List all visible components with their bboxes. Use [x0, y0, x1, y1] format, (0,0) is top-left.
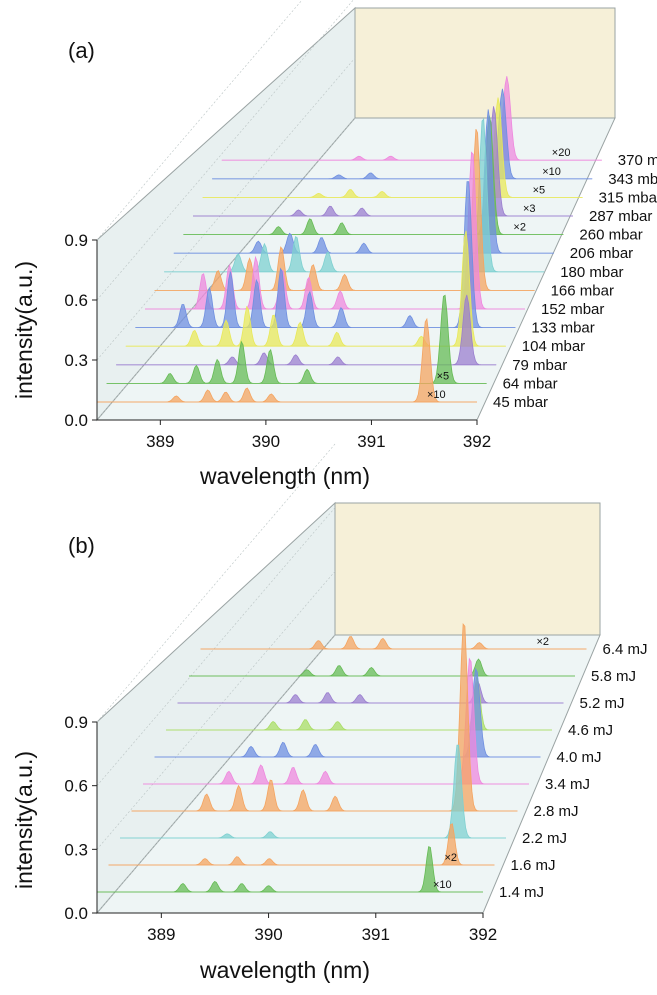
x-tick-label: 390: [254, 925, 282, 944]
row-label: 152 mbar: [541, 301, 604, 318]
x-axis-title: wavelength (nm): [199, 463, 370, 489]
spectrum-row: 79 mbar: [116, 294, 567, 374]
y-axis-title: intensity(a.u.): [11, 261, 37, 399]
row-multiplier: ×3: [523, 203, 536, 215]
row-label: 4.0 mJ: [557, 749, 602, 766]
side-gridline: [96, 507, 336, 786]
row-label: 133 mbar: [531, 320, 594, 337]
row-label: 206 mbar: [570, 245, 633, 262]
row-multiplier: ×5: [533, 184, 546, 196]
y-tick-label: 0.3: [64, 351, 88, 370]
y-tick-label: 0.9: [64, 713, 88, 732]
spectrum-row: 45 mbar ×10: [97, 317, 548, 411]
row-multiplier: ×2: [513, 222, 526, 234]
x-tick-label: 390: [252, 432, 280, 451]
spectrum-row: 287 mbar ×3: [193, 106, 652, 225]
panel-label: (a): [68, 38, 95, 63]
x-tick-label: 392: [469, 925, 497, 944]
x-tick-label: 392: [463, 432, 491, 451]
back-wall: [354, 7, 616, 119]
row-label: 2.8 mJ: [534, 803, 579, 820]
spectrum-row: 5.8 mJ: [189, 658, 636, 685]
row-label: 2.2 mJ: [522, 830, 567, 847]
y-tick-label: 0.6: [64, 777, 88, 796]
spectrum-row: 315 mbar ×5: [202, 97, 657, 206]
x-axis-title: wavelength (nm): [199, 957, 370, 983]
y-tick-label: 0.0: [64, 411, 88, 430]
row-label: 45 mbar: [493, 394, 548, 411]
row-label: 166 mbar: [551, 282, 614, 299]
y-tick-label: 0.0: [64, 904, 88, 923]
row-label: 370 mbar: [618, 152, 657, 169]
row-multiplier: ×10: [433, 879, 452, 891]
panel-label: (b): [68, 533, 95, 558]
spectrum-row: 2.2 mJ: [120, 744, 567, 847]
spectrum-row: 6.4 mJ ×2: [200, 636, 648, 658]
side-gridline: [96, 443, 336, 723]
row-label: 343 mbar: [608, 171, 657, 188]
row-multiplier: ×2: [445, 852, 458, 864]
row-label: 4.6 mJ: [568, 722, 613, 739]
row-multiplier: ×2: [537, 636, 550, 648]
y-tick-label: 0.9: [64, 231, 88, 250]
row-label: 260 mbar: [579, 227, 642, 244]
row-label: 287 mbar: [589, 208, 652, 225]
row-multiplier: ×10: [427, 389, 446, 401]
side-gridline: [96, 634, 336, 914]
row-multiplier: ×20: [552, 147, 571, 159]
row-label: 6.4 mJ: [603, 641, 648, 658]
y-tick-label: 0.3: [64, 840, 88, 859]
row-label: 79 mbar: [512, 357, 567, 374]
spectrum-row: 5.2 mJ: [177, 681, 625, 712]
row-label: 1.4 mJ: [499, 884, 544, 901]
row-label: 180 mbar: [560, 264, 623, 281]
y-axis-title: intensity(a.u.): [11, 751, 37, 889]
x-tick-label: 389: [146, 432, 174, 451]
spectrum-row: 133 mbar: [135, 181, 595, 337]
y-tick-label: 0.6: [64, 291, 88, 310]
row-multiplier: ×5: [437, 370, 450, 382]
row-label: 104 mbar: [522, 338, 585, 355]
x-tick-label: 389: [147, 925, 175, 944]
row-label: 3.4 mJ: [545, 776, 590, 793]
row-label: 5.2 mJ: [580, 695, 625, 712]
side-gridline: [96, 571, 336, 850]
x-tick-label: 391: [357, 432, 385, 451]
spectrum-row: 1.4 mJ ×10: [97, 846, 544, 901]
row-label: 64 mbar: [503, 375, 558, 392]
back-wall: [334, 502, 601, 636]
x-tick-label: 391: [362, 925, 390, 944]
row-label: 1.6 mJ: [511, 857, 556, 874]
panel-b: 6.4 mJ ×2 5.8 mJ 5.2 mJ 4.6 mJ 4.0 mJ 3.4 mJ 2.…: [11, 443, 648, 983]
row-label: 315 mbar: [599, 189, 657, 206]
row-label: 5.8 mJ: [591, 668, 636, 685]
row-multiplier: ×10: [542, 166, 561, 178]
